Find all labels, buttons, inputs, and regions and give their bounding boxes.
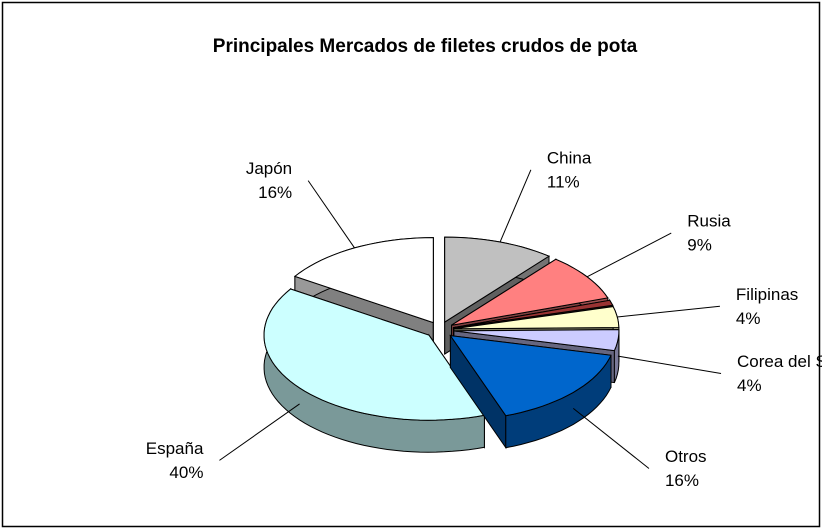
value-label: 16% — [665, 471, 699, 490]
leader-line — [219, 403, 300, 461]
slice — [453, 329, 620, 352]
leader-line — [307, 180, 355, 249]
slice-label: Corea del Sur — [737, 352, 822, 371]
slice-label: Japón — [246, 159, 292, 178]
slice-label: Filipinas — [736, 285, 798, 304]
value-label: 4% — [736, 309, 761, 328]
slice — [263, 288, 486, 421]
slice — [449, 334, 612, 417]
chart-title: Principales Mercados de filetes crudos d… — [213, 36, 638, 57]
value-label: 9% — [687, 236, 712, 255]
slice-label: Otros — [665, 447, 707, 466]
value-label: 16% — [258, 183, 292, 202]
value-label: 4% — [737, 376, 762, 395]
slice-label: Rusia — [687, 212, 731, 231]
slice-label: España — [146, 439, 204, 458]
slice — [453, 299, 614, 329]
leader-line — [586, 232, 672, 278]
leader-line — [572, 407, 650, 469]
leader-line — [617, 355, 722, 374]
leader-line — [617, 305, 720, 318]
value-label: 11% — [547, 172, 580, 191]
value-label: 40% — [169, 463, 203, 482]
slice — [453, 306, 620, 330]
slice-label: China — [547, 148, 592, 167]
leader-line — [499, 169, 532, 243]
